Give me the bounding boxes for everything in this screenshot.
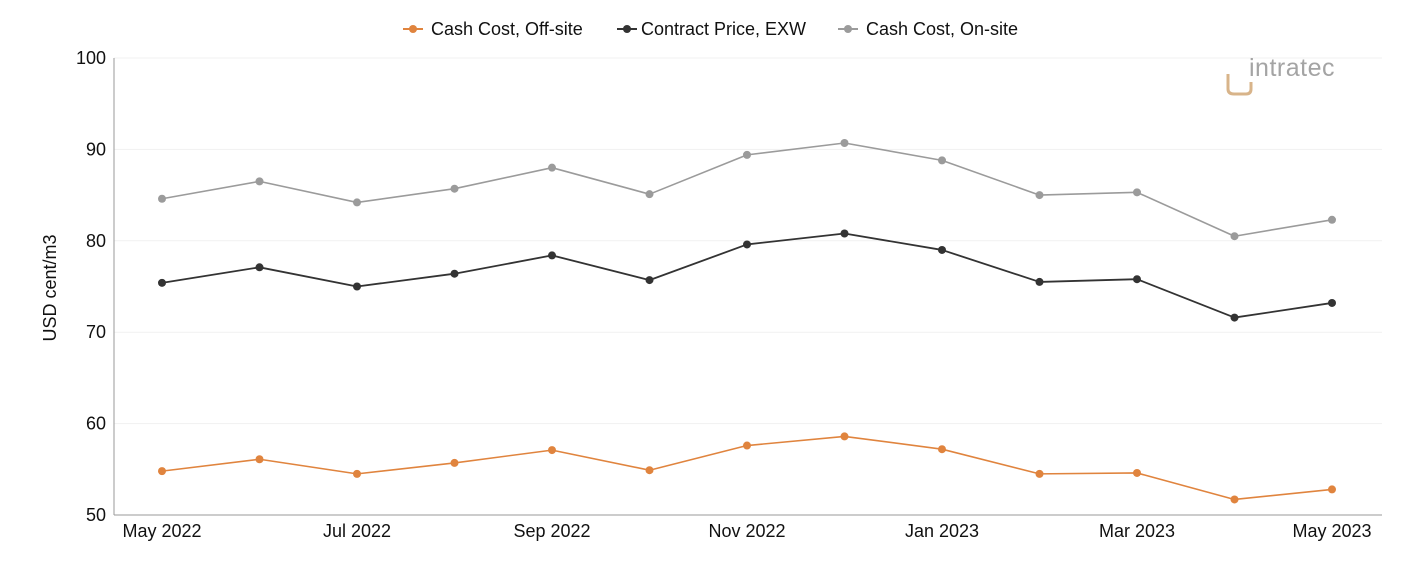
data-point bbox=[158, 278, 166, 287]
data-point bbox=[938, 156, 946, 165]
data-point bbox=[840, 139, 849, 148]
data-point bbox=[450, 269, 459, 278]
data-point bbox=[548, 251, 556, 260]
data-point bbox=[548, 163, 556, 172]
y-tick-label: 90 bbox=[86, 139, 106, 159]
data-point bbox=[1230, 495, 1239, 504]
legend-label: Cash Cost, Off-site bbox=[431, 19, 583, 39]
data-point bbox=[938, 445, 946, 454]
y-tick-label: 60 bbox=[86, 414, 106, 434]
data-point bbox=[158, 467, 166, 476]
data-point bbox=[353, 469, 361, 478]
data-point bbox=[450, 458, 459, 467]
legend-label: Cash Cost, On-site bbox=[866, 19, 1018, 39]
y-axis-title: USD cent/m3 bbox=[40, 234, 60, 341]
x-tick-label: May 2023 bbox=[1292, 521, 1371, 541]
data-point bbox=[840, 432, 849, 441]
data-point bbox=[938, 245, 946, 254]
data-point bbox=[743, 240, 751, 249]
y-tick-label: 70 bbox=[86, 322, 106, 342]
brand-logo: intratec bbox=[1226, 54, 1335, 96]
data-point bbox=[1230, 232, 1239, 241]
legend: Cash Cost, Off-site Contract Price, EXW Ca… bbox=[403, 19, 1018, 39]
x-tick-label: Sep 2022 bbox=[513, 521, 590, 541]
data-point bbox=[1133, 188, 1141, 197]
y-tick-label: 100 bbox=[76, 48, 106, 68]
data-point bbox=[840, 229, 849, 238]
data-point bbox=[1328, 215, 1336, 224]
legend-item: Cash Cost, Off-site bbox=[403, 19, 583, 39]
data-point bbox=[353, 198, 361, 207]
data-point bbox=[1133, 468, 1141, 477]
data-point bbox=[645, 190, 654, 199]
brand-mark-icon bbox=[1226, 74, 1253, 96]
series-lines bbox=[158, 139, 1336, 504]
data-point bbox=[645, 276, 654, 285]
data-point bbox=[255, 455, 264, 464]
data-point bbox=[1035, 191, 1044, 200]
legend-marker-icon bbox=[844, 25, 852, 33]
legend-label: Contract Price, EXW bbox=[641, 19, 806, 39]
x-tick-label: Mar 2023 bbox=[1099, 521, 1175, 541]
axes: 50 60 70 80 90 100 May 2022 Jul 2022 Sep 2022 Nov… bbox=[76, 48, 1382, 541]
y-tick-label: 80 bbox=[86, 231, 106, 251]
data-point bbox=[1035, 469, 1044, 478]
x-tick-label: May 2022 bbox=[122, 521, 201, 541]
data-point bbox=[1133, 275, 1141, 284]
x-tick-label: Jul 2022 bbox=[323, 521, 391, 541]
data-point bbox=[353, 282, 361, 291]
data-point bbox=[1328, 485, 1336, 494]
y-tick-label: 50 bbox=[86, 505, 106, 525]
data-point bbox=[255, 263, 264, 272]
data-point bbox=[1035, 277, 1044, 286]
legend-item: Cash Cost, On-site bbox=[838, 19, 1018, 39]
data-point bbox=[255, 177, 264, 186]
data-point bbox=[743, 441, 751, 450]
x-tick-label: Nov 2022 bbox=[708, 521, 785, 541]
brand-name: intratec bbox=[1249, 54, 1335, 82]
x-tick-label: Jan 2023 bbox=[905, 521, 979, 541]
data-point bbox=[645, 466, 654, 475]
data-point bbox=[1328, 298, 1336, 307]
legend-item: Contract Price, EXW bbox=[617, 19, 806, 39]
legend-marker-icon bbox=[409, 25, 417, 33]
data-point bbox=[158, 194, 166, 203]
data-point bbox=[743, 150, 751, 159]
legend-marker-icon bbox=[623, 25, 631, 33]
data-point bbox=[1230, 313, 1239, 322]
data-point bbox=[548, 446, 556, 455]
data-point bbox=[450, 184, 459, 193]
